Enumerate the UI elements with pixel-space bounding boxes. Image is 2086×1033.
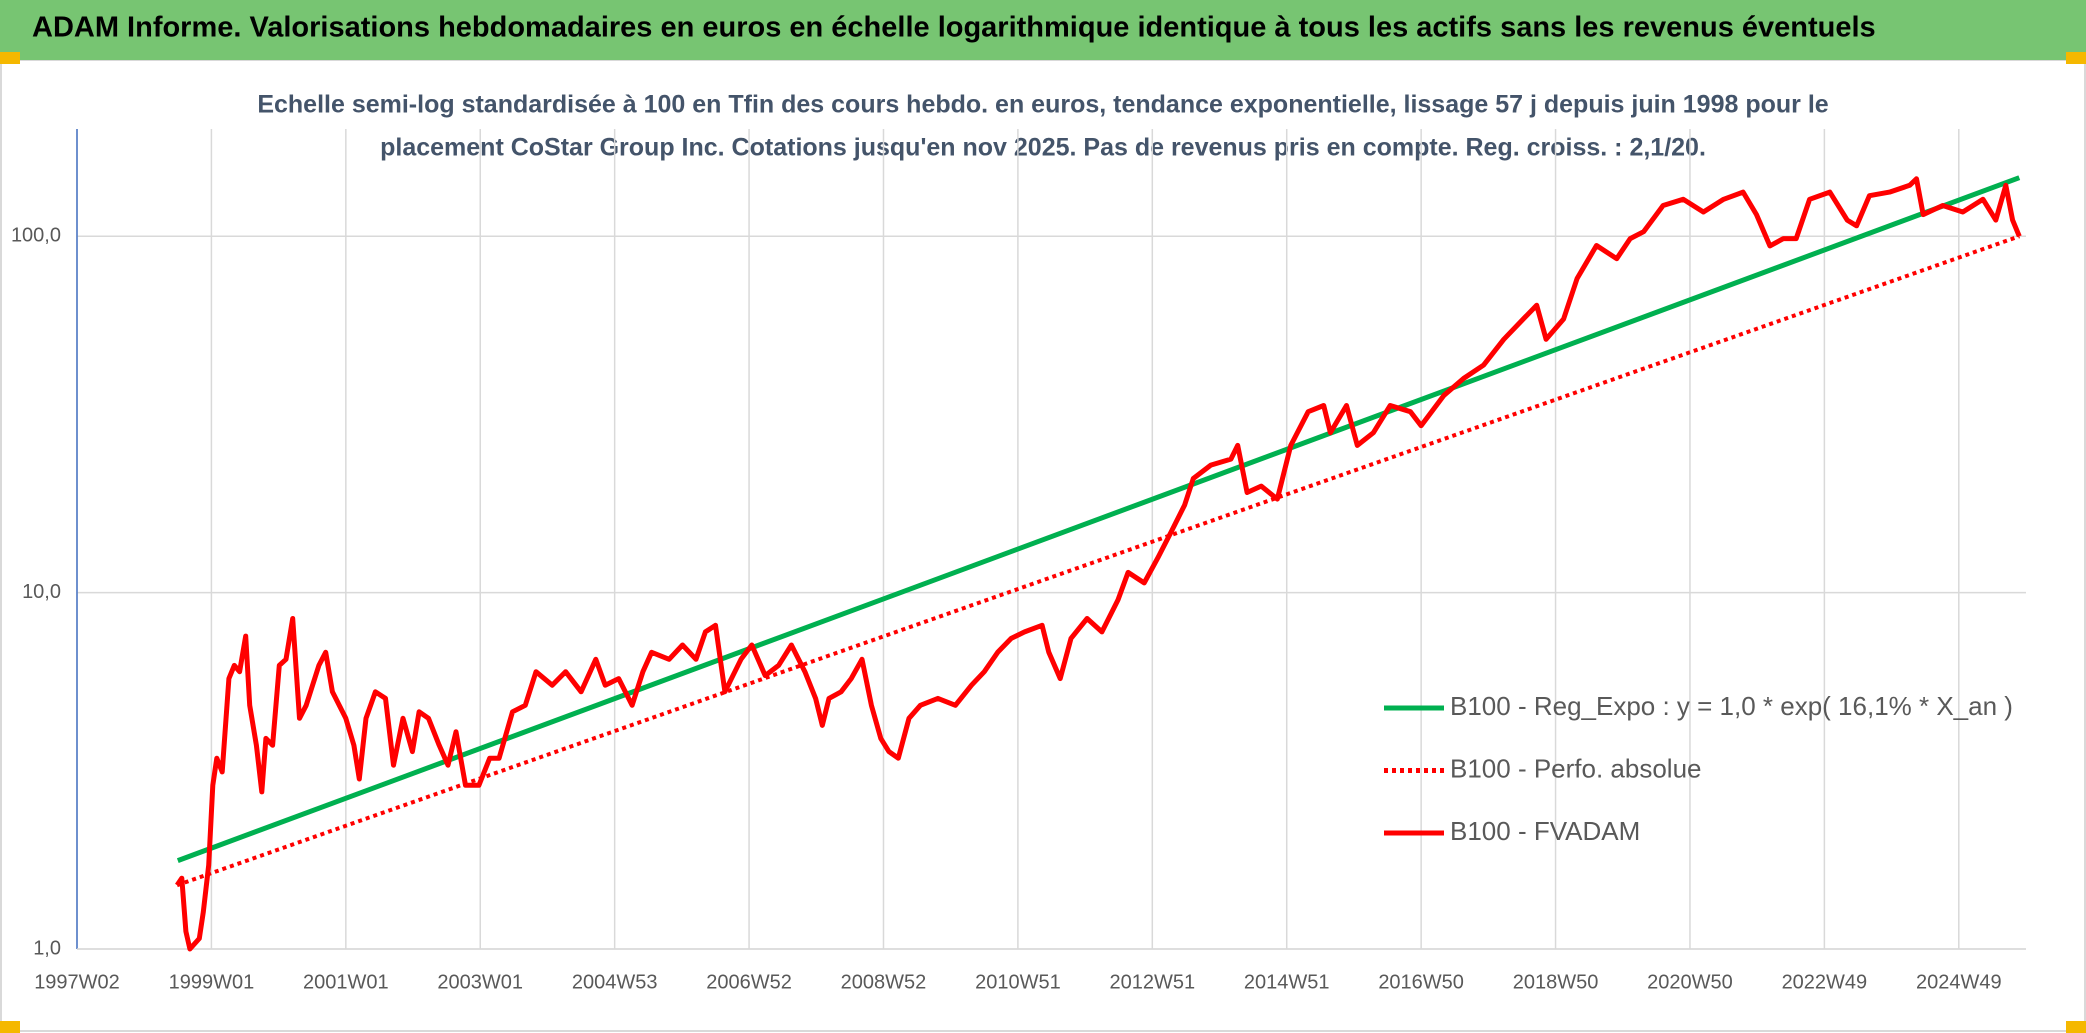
x-tick-label: 2016W50	[1378, 971, 1464, 993]
series-line	[176, 175, 2021, 863]
corner	[2066, 1021, 2086, 1033]
y-tick-label: 100,0	[11, 225, 61, 247]
legend-label: B100 - FVADAM	[1450, 816, 1640, 846]
x-tick-label: 1997W02	[34, 971, 120, 993]
x-tick-label: 2003W01	[437, 971, 523, 993]
x-tick-label: 2010W51	[975, 971, 1061, 993]
series-line	[175, 176, 2022, 952]
x-tick-label: 2014W51	[1244, 971, 1330, 993]
x-tick-label: 2008W52	[841, 971, 927, 993]
chart-title: ADAM Informe. Valorisations hebdomadaire…	[32, 12, 1876, 44]
corner	[2066, 52, 2086, 64]
legend-label: B100 - Perfo. absolue	[1450, 753, 1702, 783]
y-tick-label: 1,0	[33, 937, 61, 959]
x-tick-label: 2020W50	[1647, 971, 1733, 993]
series-line	[176, 234, 2020, 888]
legend-label: B100 - Reg_Expo : y = 1,0 * exp( 16,1% *…	[1450, 691, 2013, 721]
subtitle: Echelle semi-log standardisée à 100 en T…	[257, 91, 1828, 119]
x-tick-label: 2022W49	[1782, 971, 1868, 993]
title-bar	[0, 0, 2086, 60]
x-tick-label: 1999W01	[169, 971, 255, 993]
x-tick-label: 2024W49	[1916, 971, 2002, 993]
corner	[0, 1021, 20, 1033]
subtitle: placement CoStar Group Inc. Cotations ju…	[380, 134, 1706, 162]
x-tick-label: 2006W52	[706, 971, 792, 993]
corner	[0, 52, 20, 64]
x-tick-label: 2004W53	[572, 971, 658, 993]
x-tick-label: 2018W50	[1513, 971, 1599, 993]
x-tick-label: 2012W51	[1109, 971, 1195, 993]
x-tick-label: 2001W01	[303, 971, 389, 993]
y-tick-label: 10,0	[22, 581, 61, 603]
